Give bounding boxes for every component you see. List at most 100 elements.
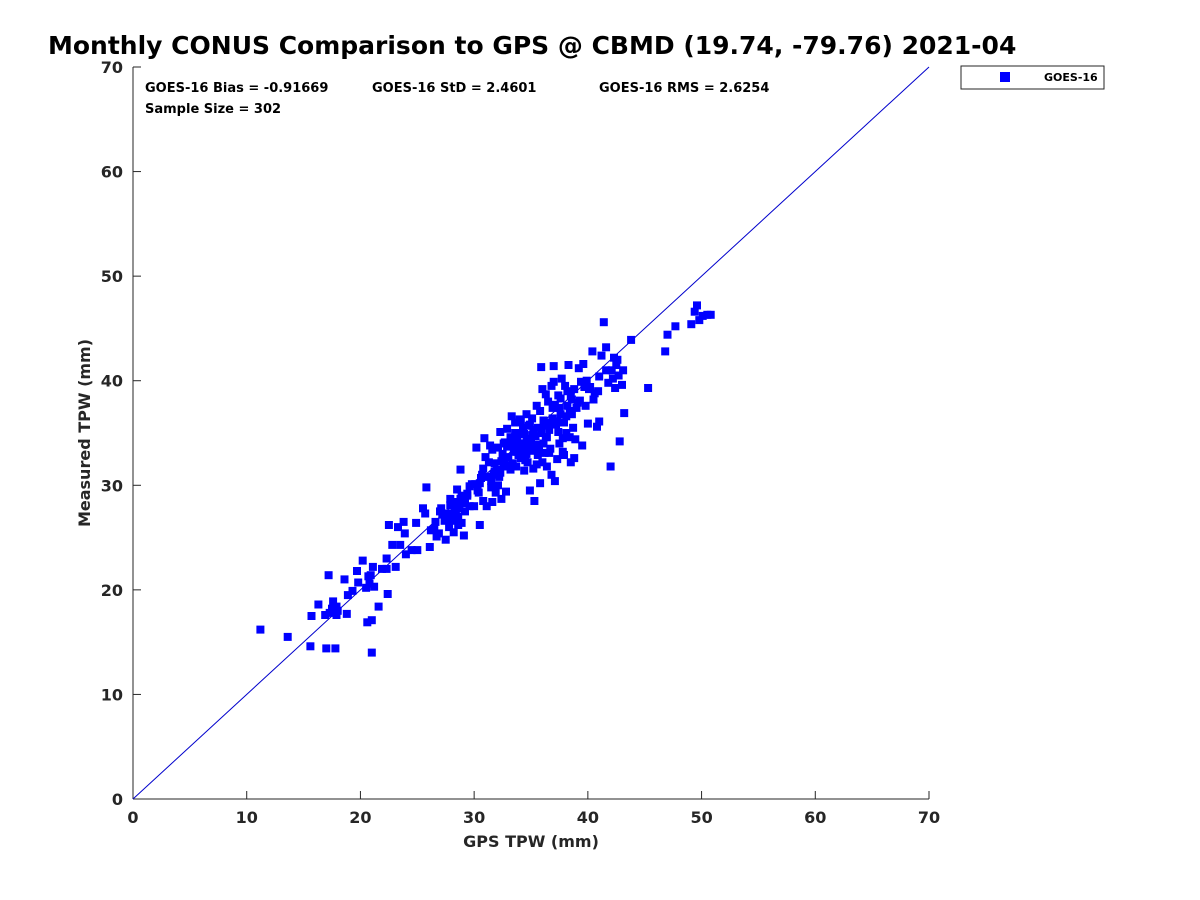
data-point [535, 440, 543, 449]
data-point [494, 443, 502, 452]
data-point [535, 446, 543, 455]
data-point [511, 429, 520, 437]
data-point [328, 604, 336, 613]
data-point [503, 442, 512, 451]
data-point [401, 550, 410, 559]
data-point [512, 462, 521, 471]
data-point [517, 443, 526, 452]
data-point [577, 377, 585, 386]
y-tick-label: 50 [101, 267, 123, 286]
data-point [597, 351, 606, 360]
data-point [324, 571, 333, 580]
data-point [562, 429, 571, 437]
data-point [451, 508, 460, 517]
data-point [602, 366, 611, 375]
data-point [522, 449, 531, 458]
data-point [512, 441, 521, 450]
data-point [525, 420, 534, 429]
data-point [554, 428, 563, 436]
data-point [560, 451, 568, 459]
data-point [413, 546, 422, 555]
data-point [573, 398, 582, 407]
data-point [453, 485, 462, 494]
x-tick-label: 30 [463, 808, 485, 827]
data-point [606, 462, 615, 471]
data-point [348, 586, 357, 595]
data-point [456, 465, 465, 474]
data-point [548, 414, 557, 423]
data-point [445, 523, 454, 532]
data-point [490, 459, 499, 468]
data-point [506, 465, 515, 474]
data-point [539, 439, 548, 448]
data-point [542, 433, 551, 442]
data-point [384, 521, 393, 529]
data-point [541, 390, 550, 399]
data-point [594, 387, 603, 396]
data-point [488, 498, 497, 506]
data-point [479, 464, 488, 473]
data-point [511, 418, 520, 427]
data-point [475, 521, 484, 529]
data-point [503, 424, 512, 433]
data-point [502, 487, 510, 496]
data-point [332, 602, 341, 611]
data-point [533, 451, 542, 459]
data-point [494, 481, 502, 490]
data-point [422, 483, 431, 492]
legend: GOES-16 [960, 65, 1105, 90]
data-point [595, 417, 604, 426]
data-point [555, 403, 564, 412]
data-point [569, 423, 578, 432]
data-point [431, 517, 440, 526]
data-point [440, 516, 449, 525]
data-point [612, 361, 621, 369]
data-point [582, 376, 591, 385]
data-point [556, 410, 565, 419]
data-point [581, 401, 590, 410]
data-point [358, 556, 367, 565]
data-point [437, 504, 446, 513]
data-point [564, 361, 573, 369]
data-point [333, 606, 342, 615]
data-point [455, 504, 464, 513]
data-point [495, 472, 504, 481]
data-point [430, 525, 439, 534]
data-point [561, 381, 570, 390]
data-point [530, 497, 539, 505]
data-point [363, 618, 372, 627]
data-point [396, 540, 405, 549]
data-point [608, 374, 617, 383]
data-point [314, 600, 323, 609]
data-point [614, 371, 623, 380]
data-point [483, 472, 492, 481]
data-point [463, 491, 472, 500]
data-point [524, 445, 533, 454]
data-point [557, 374, 566, 383]
data-point [362, 583, 371, 592]
data-point [367, 616, 376, 625]
data-point [533, 423, 542, 432]
data-point [570, 385, 579, 394]
sample-size-stat: Sample Size = 302 [145, 102, 281, 117]
data-point [544, 418, 553, 427]
data-point [391, 562, 400, 571]
data-point [547, 381, 556, 390]
data-point [368, 562, 377, 571]
data-point [497, 457, 506, 466]
data-point [256, 625, 265, 634]
data-point [522, 410, 531, 419]
y-tick-label: 40 [101, 372, 123, 391]
data-point [544, 397, 553, 406]
y-tick-label: 30 [101, 476, 123, 495]
data-point [400, 529, 409, 538]
data-point [531, 432, 540, 441]
data-point [602, 343, 611, 352]
data-point [513, 434, 522, 443]
data-point [553, 455, 562, 464]
data-points [256, 301, 715, 657]
data-point [378, 564, 386, 573]
data-point [507, 412, 516, 421]
x-tick-label: 10 [236, 808, 258, 827]
data-point [482, 502, 491, 511]
